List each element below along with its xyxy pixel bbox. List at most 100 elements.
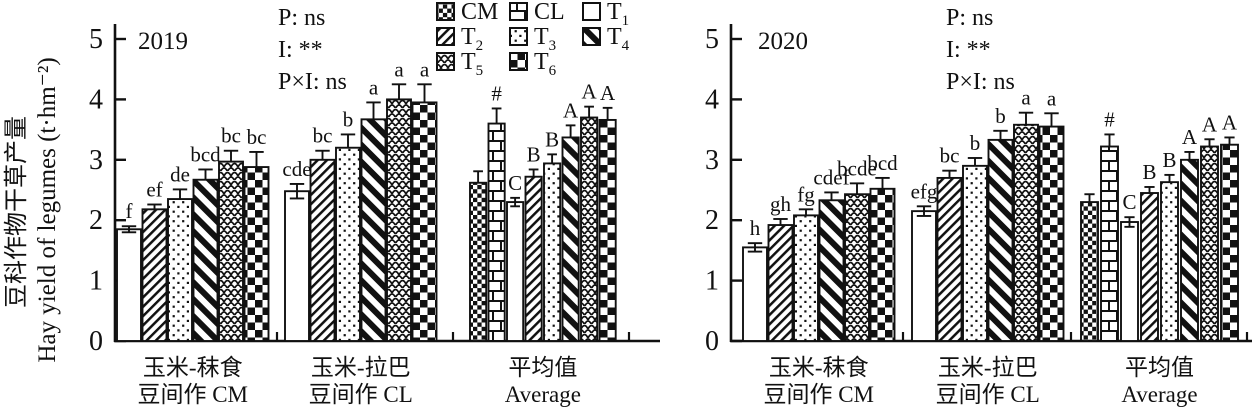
stats-line: I: ** (278, 37, 323, 63)
sig-letter: a (1021, 86, 1031, 110)
bar-CM-T1 (116, 228, 142, 342)
sig-letter: gh (770, 192, 792, 216)
sig-letter: a (394, 57, 404, 81)
bar-CL-T1 (911, 210, 937, 342)
sig-letter: b (970, 131, 981, 155)
sig-letter: bcd (190, 142, 221, 166)
bar-CM-T6 (869, 187, 896, 342)
sig-letter: h (750, 216, 761, 240)
legend-swatch (582, 27, 601, 46)
sig-letter: A (1182, 125, 1198, 149)
sig-letter: bc (247, 125, 267, 149)
error-bar (147, 203, 162, 210)
bar-Average-T4 (561, 136, 580, 342)
sig-letter: # (491, 81, 502, 105)
error-bar (223, 149, 239, 162)
legend-item-CL: CL (509, 0, 565, 25)
bar-CM-T5 (218, 160, 244, 342)
y-tick-label: 1 (705, 266, 719, 297)
x-group-label-line1: 玉米-秣食 (769, 355, 869, 380)
sig-letter: f (126, 199, 133, 223)
sig-letter: b (343, 107, 354, 131)
bar-CL-T5 (1013, 123, 1039, 342)
error-bar (584, 105, 594, 118)
sig-letter: a (420, 57, 430, 81)
legend-swatch (509, 27, 528, 46)
sig-letter: A (582, 80, 598, 104)
sig-letter: C (508, 171, 522, 195)
y-tick-label: 2 (705, 205, 719, 236)
sig-letter: de (170, 162, 190, 186)
x-group-label-line2: Average (1121, 382, 1197, 407)
bar-CM-T6 (243, 166, 270, 342)
error-bar (391, 83, 407, 100)
panel-title: 2019 (138, 28, 188, 55)
sig-letter: B (1162, 148, 1176, 172)
bar-CL-T2 (309, 158, 336, 342)
bar-CM-T4 (192, 178, 219, 342)
bar-CL-T5 (386, 98, 412, 342)
sig-letter: A (1202, 112, 1218, 136)
error-bar (528, 168, 539, 177)
bar-CL-T1 (284, 190, 310, 342)
stats-line: P×I: ns (946, 69, 1015, 95)
error-bar (172, 188, 188, 200)
sig-letter: efg (911, 179, 938, 203)
error-bar (417, 83, 432, 103)
error-bar (565, 124, 576, 138)
bar-CL-T3 (335, 146, 361, 342)
sig-letter: bc (940, 144, 960, 168)
y-tick-label: 4 (705, 84, 719, 115)
x-group-label-line2: 豆间作 CL (309, 382, 413, 407)
sig-letter: A (563, 98, 579, 122)
error-bar (1018, 111, 1034, 125)
legend-swatch (436, 52, 455, 71)
error-bar (916, 205, 932, 217)
bar-CM-T3 (793, 214, 819, 342)
error-bar (1144, 186, 1155, 194)
sig-letter: C (1122, 190, 1136, 214)
bar-Average-T6 (1220, 143, 1239, 342)
sig-letter: bcde (837, 156, 877, 180)
legend-label: CL (534, 0, 565, 25)
bar-Average-CL (1100, 145, 1119, 342)
error-bar (289, 183, 305, 200)
error-bar (602, 106, 613, 120)
error-bar (121, 225, 137, 234)
bar-Average-T2 (1140, 192, 1159, 342)
error-bar (824, 191, 839, 201)
x-group-label-line1: 玉米-拉巴 (938, 355, 1038, 380)
y-tick-label: 4 (89, 84, 103, 115)
legend-item-T4: T4 (582, 24, 630, 54)
error-bar (798, 208, 814, 216)
legend-item-T2: T2 (436, 24, 483, 54)
legend-label: CM (461, 0, 498, 25)
error-bar (875, 176, 890, 189)
stats-line: P: ns (278, 5, 325, 31)
error-bar (315, 149, 330, 160)
error-bar (747, 242, 763, 253)
error-bar (993, 129, 1008, 140)
legend-swatch (436, 2, 455, 21)
sig-letter: ef (146, 177, 162, 201)
legend-item-CM: CM (436, 0, 498, 25)
error-bar (198, 168, 213, 180)
bar-CM-T1 (742, 246, 768, 342)
x-group-label-line1: 玉米-秣食 (143, 355, 243, 380)
bar-CL-T4 (360, 118, 387, 342)
x-group-label-line1: 平均值 (508, 355, 577, 380)
x-group-label-line2: 豆间作 CM (763, 382, 874, 407)
sig-letter: a (369, 75, 379, 99)
x-group-label-line2: Average (505, 382, 581, 407)
y-axis-title-cn: 豆科作物干草产量 (3, 116, 30, 308)
error-bar (510, 196, 520, 208)
y-tick-label: 2 (89, 205, 103, 236)
sig-letter: cde (282, 157, 311, 181)
panel-2020: 0 1 2 3 4 5 2020 P: ns I: ** P×I: ns hgh fgcdefbcde… (705, 5, 1252, 407)
sig-letter: bcd (867, 151, 898, 175)
